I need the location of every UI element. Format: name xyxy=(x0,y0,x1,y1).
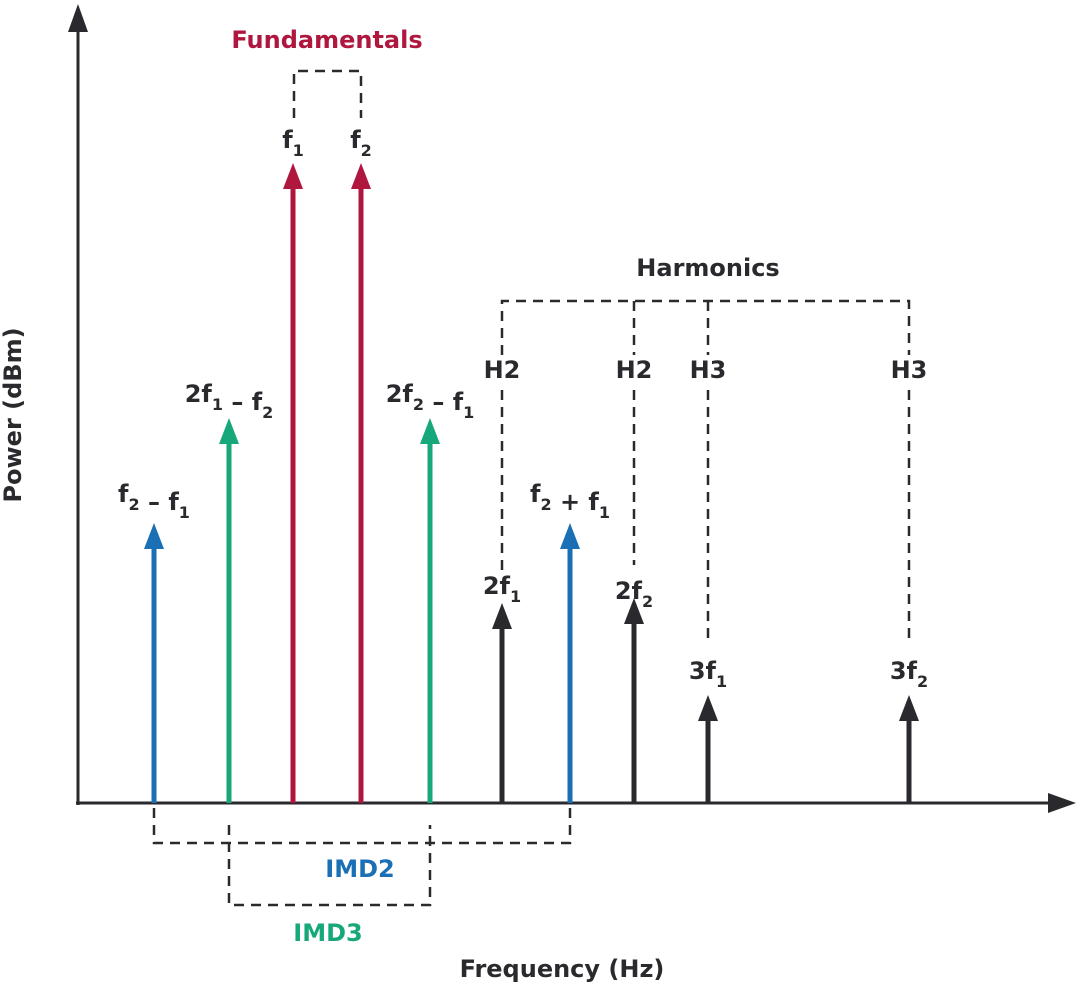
tone-arrowhead xyxy=(698,695,718,721)
y-axis-arrow xyxy=(68,4,88,32)
label-subscript: 2 xyxy=(262,403,273,422)
x-axis-label: Frequency (Hz) xyxy=(460,955,665,983)
label-subscript: 2 xyxy=(642,592,653,611)
label-subscript: 1 xyxy=(293,141,304,160)
label-subscript: 2 xyxy=(413,395,424,414)
x-axis-arrow xyxy=(1048,793,1076,813)
label-text: – f xyxy=(424,388,464,416)
fundamentals-label: Fundamentals xyxy=(231,26,422,54)
label-subscript: 1 xyxy=(716,672,727,691)
tone-arrowhead xyxy=(624,598,644,624)
tone-arrowhead xyxy=(492,603,512,629)
tone-label: f2 – f1 xyxy=(118,480,190,522)
imd2-bracket xyxy=(152,808,572,845)
label-text: f xyxy=(282,126,293,154)
label-text: 3f xyxy=(890,657,918,685)
label-text: f xyxy=(118,480,129,508)
tone-label: f2 xyxy=(350,126,372,160)
tone-label: 2f1 xyxy=(483,572,521,606)
harmonic-tag: H2 xyxy=(616,356,653,384)
tone-arrowhead xyxy=(560,523,580,549)
label-subscript: 1 xyxy=(179,503,190,522)
tone-label: f2 + f1 xyxy=(530,480,610,522)
label-subscript: 2 xyxy=(129,495,140,514)
label-subscript: 2 xyxy=(361,141,372,160)
label-subscript: 1 xyxy=(463,403,474,422)
tone-arrowhead xyxy=(219,418,239,444)
tone-arrowhead xyxy=(283,163,303,189)
tone-arrowhead xyxy=(144,523,164,549)
label-subscript: 2 xyxy=(917,672,928,691)
axes xyxy=(68,4,1076,813)
label-text: 2f xyxy=(185,380,213,408)
imd3-label: IMD3 xyxy=(293,919,362,947)
harmonic-tag: H3 xyxy=(690,356,727,384)
tone-arrowhead xyxy=(899,695,919,721)
tone-label: f1 xyxy=(282,126,304,160)
tone-label: 2f2 – f1 xyxy=(386,380,475,422)
y-axis-label: Power (dBm) xyxy=(0,327,27,502)
tone-label: 2f2 xyxy=(615,577,653,611)
fundamentals-bracket xyxy=(292,69,363,118)
label-text: 3f xyxy=(689,657,717,685)
label-text: + f xyxy=(552,488,600,516)
label-text: 2f xyxy=(386,380,414,408)
tone-arrowhead xyxy=(420,418,440,444)
label-text: – f xyxy=(140,488,180,516)
label-text: f xyxy=(530,480,541,508)
label-subscript: 1 xyxy=(212,395,223,414)
harmonic-tag: H2 xyxy=(484,356,521,384)
tone-label: 3f1 xyxy=(689,657,727,691)
label-subscript: 1 xyxy=(599,503,610,522)
label-text: f xyxy=(350,126,361,154)
tone-arrowhead xyxy=(351,163,371,189)
label-text: – f xyxy=(223,388,263,416)
label-text: 2f xyxy=(615,577,643,605)
harmonics-bracket xyxy=(500,299,911,640)
imd2-label: IMD2 xyxy=(325,855,394,883)
tone-label: 3f2 xyxy=(890,657,928,691)
label-text: 2f xyxy=(483,572,511,600)
harmonics-label: Harmonics xyxy=(636,254,779,282)
tone-label: 2f1 – f2 xyxy=(185,380,274,422)
imd3-bracket xyxy=(227,825,432,907)
harmonic-tag: H3 xyxy=(891,356,928,384)
label-subscript: 1 xyxy=(510,587,521,606)
label-subscript: 2 xyxy=(540,495,551,514)
